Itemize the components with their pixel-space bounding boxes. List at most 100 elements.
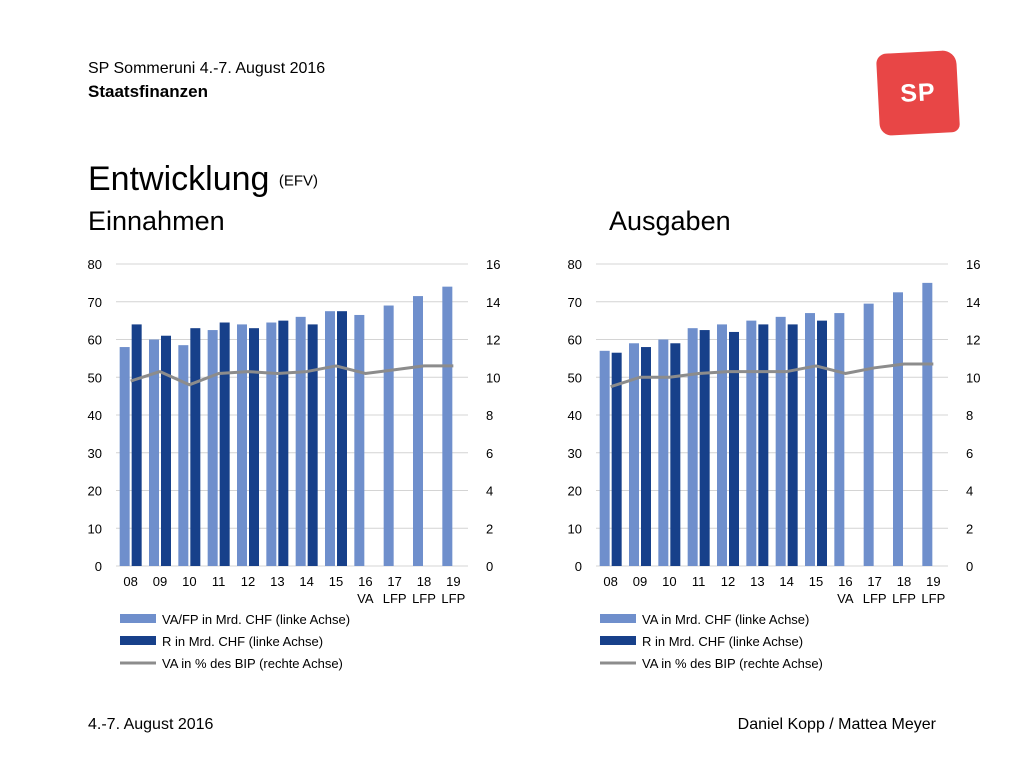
legend-label: VA in Mrd. CHF (linke Achse) — [642, 612, 809, 627]
x-tick-label: 11 — [212, 574, 226, 589]
x-tick-label: 09 — [153, 574, 167, 589]
x-tick-label: 11 — [692, 574, 706, 589]
left-tick-label: 10 — [88, 521, 102, 536]
right-tick-label: 4 — [966, 484, 973, 499]
left-tick-label: 40 — [88, 408, 102, 423]
legend-swatch — [600, 636, 636, 645]
header-topic: Staatsfinanzen — [88, 82, 208, 101]
left-tick-label: 50 — [88, 370, 102, 385]
bar-einnahmen-va — [266, 322, 277, 566]
x-tick-label: 16 — [838, 574, 852, 589]
x-tick-label: 19 — [446, 574, 460, 589]
title-main: Entwicklung — [88, 160, 270, 198]
bar-ausgaben-va — [717, 324, 727, 566]
title-source: (EFV) — [278, 172, 319, 190]
right-tick-label: 2 — [486, 521, 493, 536]
x-tick-label: 18 — [897, 574, 911, 589]
bar-einnahmen-va — [119, 347, 130, 566]
left-tick-label: 20 — [568, 484, 582, 499]
x-tick-label: 14 — [779, 574, 793, 589]
chart-ausgaben: 0 10 20 30 40 50 60 70 80 0 2 4 6 8 10 12 14 16 08 09 10 11 12… — [568, 257, 980, 671]
bar-einnahmen-r — [337, 311, 347, 566]
bar-ausgaben-va — [805, 313, 815, 566]
bar-ausgaben-va — [599, 350, 610, 566]
x-tick-label: 16 — [358, 574, 372, 589]
bar-einnahmen-va — [442, 286, 453, 566]
right-tick-label: 8 — [966, 408, 973, 423]
right-tick-label: 4 — [486, 484, 493, 499]
footer-authors: Daniel Kopp / Mattea Meyer — [737, 716, 936, 733]
x-tick-label: 13 — [270, 574, 284, 589]
legend-label: R in Mrd. CHF (linke Achse) — [642, 634, 803, 649]
right-tick-label: 14 — [486, 295, 500, 310]
header-event: SP Sommeruni 4.-7. August 2016 — [88, 60, 326, 77]
bar-ausgaben-va — [658, 339, 669, 566]
x-tick-label: 12 — [721, 574, 735, 589]
left-tick-label: 0 — [95, 559, 102, 574]
bar-einnahmen-va — [207, 330, 218, 566]
legend-swatch — [120, 636, 156, 645]
left-tick-label: 30 — [568, 446, 582, 461]
x-tick-label: 10 — [182, 574, 196, 589]
bar-einnahmen-r — [278, 320, 289, 566]
right-tick-label: 16 — [486, 257, 500, 272]
x-tick-sublabel: LFP — [921, 591, 945, 606]
bar-einnahmen-r — [219, 322, 230, 566]
bar-ausgaben-r — [817, 320, 827, 566]
x-tick-sublabel: VA — [357, 591, 374, 606]
left-tick-label: 40 — [568, 408, 582, 423]
legend-label: VA in % des BIP (rechte Achse) — [162, 656, 343, 671]
right-tick-label: 0 — [966, 559, 973, 574]
bar-einnahmen-va — [354, 314, 365, 566]
bar-einnahmen-r — [190, 328, 201, 566]
legend-label: VA in % des BIP (rechte Achse) — [642, 656, 823, 671]
x-tick-sublabel: VA — [837, 591, 854, 606]
x-tick-label: 09 — [633, 574, 647, 589]
x-tick-label: 19 — [926, 574, 940, 589]
right-tick-label: 12 — [966, 333, 980, 348]
left-tick-label: 20 — [88, 484, 102, 499]
left-tick-label: 10 — [568, 521, 582, 536]
bar-einnahmen-va — [149, 339, 159, 566]
right-tick-label: 10 — [966, 370, 980, 385]
right-tick-label: 8 — [486, 408, 493, 423]
bar-ausgaben-va — [775, 316, 786, 566]
logo-text: SP — [899, 78, 937, 108]
bar-einnahmen-r — [131, 324, 142, 566]
line-bip-share — [130, 364, 454, 387]
x-tick-label: 13 — [750, 574, 764, 589]
x-tick-label: 18 — [417, 574, 431, 589]
left-tick-label: 80 — [568, 257, 582, 272]
x-tick-label: 15 — [329, 574, 343, 589]
left-tick-label: 70 — [88, 295, 102, 310]
left-tick-label: 80 — [88, 257, 102, 272]
x-tick-label: 17 — [867, 574, 881, 589]
left-tick-label: 60 — [88, 333, 102, 348]
bar-ausgaben-r — [787, 324, 798, 566]
bar-einnahmen-r — [161, 335, 171, 566]
x-tick-label: 12 — [241, 574, 255, 589]
x-tick-sublabel: LFP — [892, 591, 916, 606]
sp-logo: SP — [875, 49, 961, 137]
bar-ausgaben-r — [641, 347, 651, 566]
bar-ausgaben-va — [863, 303, 874, 566]
right-tick-label: 10 — [486, 370, 500, 385]
bar-ausgaben-va — [922, 282, 933, 566]
x-tick-label: 17 — [387, 574, 401, 589]
x-tick-label: 08 — [603, 574, 617, 589]
bar-einnahmen-va — [325, 311, 335, 566]
line-bip-share — [610, 362, 934, 389]
legend-label: VA/FP in Mrd. CHF (linke Achse) — [162, 612, 350, 627]
bar-ausgaben-r — [758, 324, 769, 566]
right-tick-label: 16 — [966, 257, 980, 272]
left-tick-label: 30 — [88, 446, 102, 461]
right-tick-label: 6 — [486, 446, 493, 461]
bar-einnahmen-va — [237, 324, 247, 566]
chart-title-ausgaben: Ausgaben — [609, 206, 731, 236]
legend-swatch — [120, 614, 156, 623]
footer-date: 4.-7. August 2016 — [88, 716, 214, 733]
right-tick-label: 14 — [966, 295, 980, 310]
x-tick-sublabel: LFP — [412, 591, 436, 606]
right-tick-label: 0 — [486, 559, 493, 574]
legend-label: R in Mrd. CHF (linke Achse) — [162, 634, 323, 649]
